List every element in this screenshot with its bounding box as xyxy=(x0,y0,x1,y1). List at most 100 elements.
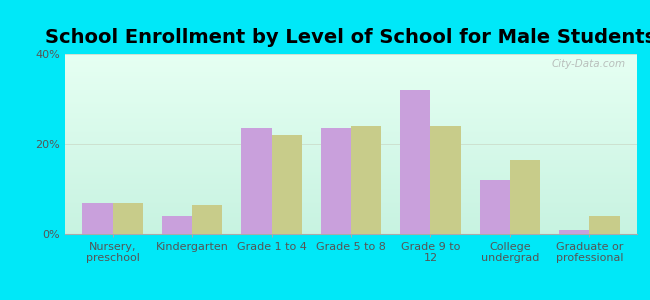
Bar xyxy=(65,85,637,86)
Bar xyxy=(65,106,637,107)
Bar xyxy=(480,180,510,234)
Bar xyxy=(65,225,637,226)
Bar xyxy=(65,201,637,202)
Bar xyxy=(65,63,637,64)
Bar xyxy=(65,56,637,57)
Bar xyxy=(65,134,637,135)
Bar xyxy=(65,156,637,157)
Bar xyxy=(65,116,637,117)
Bar xyxy=(65,187,637,188)
Bar xyxy=(65,152,637,153)
Bar xyxy=(65,208,637,209)
Bar xyxy=(65,55,637,56)
Bar xyxy=(65,66,637,67)
Bar xyxy=(65,194,637,195)
Bar xyxy=(65,117,637,118)
Bar xyxy=(65,109,637,110)
Bar xyxy=(65,212,637,213)
Bar xyxy=(65,172,637,173)
Bar xyxy=(65,72,637,73)
Bar xyxy=(65,111,637,112)
Bar xyxy=(65,105,637,106)
Bar xyxy=(65,138,637,139)
Bar xyxy=(65,70,637,71)
Bar xyxy=(65,142,637,143)
Bar xyxy=(65,173,637,174)
Bar xyxy=(65,217,637,218)
Bar xyxy=(65,62,637,63)
Bar xyxy=(65,81,637,82)
Bar xyxy=(65,158,637,159)
Bar xyxy=(65,145,637,146)
Bar xyxy=(65,84,637,85)
Bar xyxy=(65,232,637,233)
Bar xyxy=(65,227,637,228)
Bar xyxy=(65,54,637,55)
Bar xyxy=(65,143,637,144)
Bar xyxy=(65,103,637,104)
Bar xyxy=(65,159,637,160)
Bar xyxy=(65,59,637,60)
Bar xyxy=(65,121,637,122)
Bar xyxy=(65,202,637,203)
Bar xyxy=(65,202,637,203)
Title: School Enrollment by Level of School for Male Students: School Enrollment by Level of School for… xyxy=(46,28,650,47)
Bar xyxy=(65,180,637,181)
Bar xyxy=(351,126,381,234)
Bar xyxy=(65,211,637,212)
Bar xyxy=(65,170,637,171)
Bar xyxy=(65,80,637,81)
Bar xyxy=(65,137,637,138)
Bar xyxy=(65,184,637,185)
Bar xyxy=(65,185,637,186)
Bar xyxy=(65,130,637,131)
Bar xyxy=(65,120,637,121)
Bar xyxy=(65,150,637,151)
Bar xyxy=(65,218,637,219)
Bar xyxy=(65,125,637,126)
Bar xyxy=(65,215,637,216)
Bar xyxy=(65,99,637,100)
Bar xyxy=(65,77,637,78)
Bar xyxy=(65,61,637,62)
Bar xyxy=(65,86,637,87)
Bar xyxy=(65,177,637,178)
Text: City-Data.com: City-Data.com xyxy=(551,59,625,69)
Bar xyxy=(65,192,637,193)
Bar xyxy=(321,128,351,234)
Bar xyxy=(65,60,637,61)
Bar xyxy=(65,87,637,88)
Bar xyxy=(65,98,637,99)
Bar xyxy=(65,68,637,69)
Bar xyxy=(65,83,637,84)
Bar xyxy=(65,165,637,166)
Bar xyxy=(400,90,430,234)
Bar xyxy=(65,196,637,197)
Bar xyxy=(65,73,637,74)
Bar xyxy=(65,220,637,221)
Bar xyxy=(65,69,637,70)
Bar xyxy=(65,118,637,119)
Bar xyxy=(65,176,637,177)
Bar xyxy=(65,179,637,180)
Bar xyxy=(112,202,143,234)
Bar xyxy=(65,131,637,132)
Bar xyxy=(65,91,637,92)
Bar xyxy=(65,149,637,150)
Bar xyxy=(65,167,637,168)
Bar xyxy=(65,233,637,234)
Bar xyxy=(65,129,637,130)
Bar xyxy=(65,154,637,155)
Bar xyxy=(65,112,637,113)
Bar xyxy=(65,75,637,76)
Bar xyxy=(65,144,637,145)
Bar xyxy=(65,88,637,89)
Bar xyxy=(65,189,637,190)
Bar xyxy=(65,114,637,115)
Bar xyxy=(65,203,637,204)
Bar xyxy=(65,231,637,232)
Bar xyxy=(65,102,637,103)
Bar xyxy=(65,126,637,127)
Bar xyxy=(65,160,637,161)
Bar xyxy=(65,214,637,215)
